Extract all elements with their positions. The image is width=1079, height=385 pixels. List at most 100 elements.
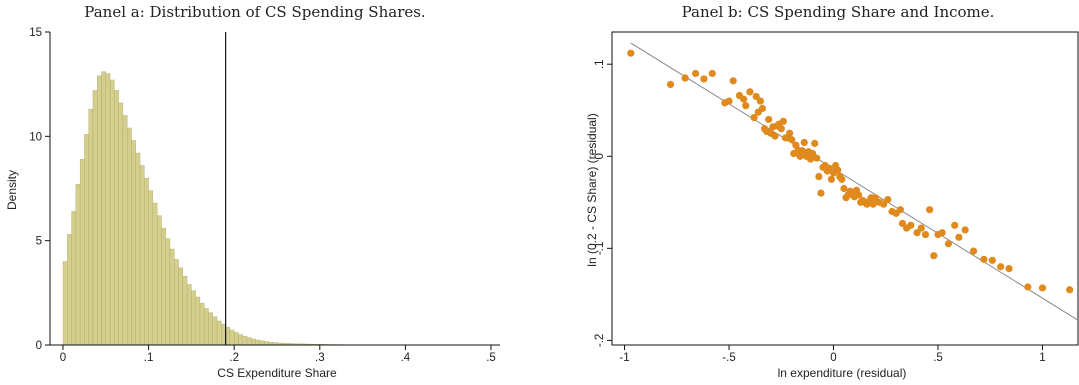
histogram-bar (191, 290, 196, 346)
y-tick-label: -.1 (594, 242, 606, 255)
scatter-point (840, 184, 848, 193)
scatter-point (758, 104, 767, 113)
x-tick-label: -1 (619, 352, 629, 364)
scatter-point (997, 263, 1005, 271)
scatter-point (729, 77, 737, 85)
histogram-bar (204, 308, 209, 346)
y-ticks: 0 5 10 15 (29, 27, 50, 352)
histogram-bar (234, 332, 239, 346)
scatter-point (796, 152, 804, 160)
scatter-point (869, 200, 877, 208)
scatter-point (1024, 283, 1032, 291)
y-tick-label: 0 (594, 153, 606, 159)
scatter-point (800, 138, 808, 147)
scatter-point (798, 147, 806, 155)
panel-a: Panel a: Distribution of CS Spending Sha… (5, 3, 500, 380)
scatter-point (811, 139, 819, 147)
scatter-point (740, 95, 748, 103)
histogram-bar (225, 327, 231, 346)
histogram-bar (156, 215, 162, 346)
scatter-point (930, 252, 938, 260)
panel-b-title: Panel b: CS Spending Share and Income. (682, 3, 995, 21)
scatter-point (926, 206, 934, 214)
scatter-point (681, 74, 689, 82)
x-tick-label: .1 (144, 352, 154, 364)
histogram-bar (169, 248, 175, 346)
scatter-point (980, 255, 988, 263)
histogram-bar (186, 284, 192, 346)
histogram-bar (67, 234, 72, 346)
x-tick-label: .2 (229, 352, 239, 364)
histogram-bar (182, 275, 188, 346)
x-ticks: -1 -.5 0 .5 1 (619, 345, 1046, 364)
histogram-bar (139, 165, 145, 346)
histogram-bar (109, 79, 115, 346)
scatter-point (792, 141, 800, 149)
histogram-bar (229, 329, 235, 346)
histogram-bar (208, 312, 213, 346)
scatter-point (777, 125, 785, 133)
histogram-bar (238, 334, 243, 346)
scatter-point (817, 189, 825, 197)
x-tick-label: -.5 (722, 352, 735, 364)
x-ticks: 0 .1 .2 .3 .4 .5 (60, 345, 496, 364)
scatter-point (813, 154, 821, 162)
x-tick-label: .3 (315, 352, 325, 364)
x-tick-label: .4 (401, 352, 411, 364)
scatter-point (1066, 286, 1074, 294)
histogram-bar (114, 90, 119, 346)
histogram-bar (71, 211, 77, 346)
x-axis-label: ln expenditure (residual) (778, 366, 907, 380)
y-ticks: -.2 -.1 0 .1 (594, 59, 612, 347)
scatter-point (771, 132, 779, 140)
histogram-bar (122, 115, 128, 346)
scatter-point (825, 164, 833, 172)
histogram-bar (165, 238, 171, 346)
y-tick-label: 5 (36, 236, 42, 248)
scatter-point (746, 88, 754, 96)
histogram-bar (195, 296, 201, 346)
scatter-point (955, 233, 963, 241)
histogram-bar (62, 261, 68, 346)
x-tick-label: .5 (933, 352, 943, 364)
scatter-point (750, 114, 758, 122)
histogram-bar (242, 336, 248, 346)
y-tick-label: 15 (29, 27, 42, 39)
scatter-point (827, 175, 836, 183)
panel-a-title: Panel a: Distribution of CS Spending Sha… (84, 3, 425, 21)
histogram-bar (84, 134, 89, 346)
histogram-bar (148, 190, 154, 346)
y-tick-label: 0 (36, 340, 42, 352)
y-axis-label: Density (5, 170, 19, 210)
scatter-point (788, 136, 796, 144)
scatter-point (786, 129, 794, 137)
histogram-bar (263, 341, 269, 346)
histogram-bar (135, 152, 141, 346)
histogram-bar (212, 316, 218, 346)
histogram-bar (92, 90, 98, 346)
scatter-point (896, 206, 904, 214)
scatter-point (627, 49, 635, 57)
histogram-bar (174, 259, 179, 346)
y-tick-label: 10 (29, 131, 42, 143)
scatter-point (691, 69, 700, 78)
x-tick-label: 0 (60, 352, 66, 364)
scatter-point (969, 247, 978, 255)
histogram-bar (79, 159, 85, 346)
histogram-bar (127, 127, 132, 346)
scatter-point (1038, 284, 1047, 292)
scatter-point (725, 97, 733, 105)
scatter-point (708, 69, 716, 78)
histogram-bar (259, 340, 265, 346)
histogram-bar (75, 184, 81, 346)
panel-b: Panel b: CS Spending Share and Income. -… (585, 3, 1079, 380)
scatter-point (779, 117, 787, 125)
scatter-point (988, 256, 996, 264)
scatter-point (815, 172, 823, 181)
histogram-bar (105, 73, 111, 346)
fit-line (630, 42, 1079, 321)
histogram-bar (161, 227, 166, 346)
scatter-point (871, 194, 879, 202)
scatter-points (627, 49, 1074, 294)
